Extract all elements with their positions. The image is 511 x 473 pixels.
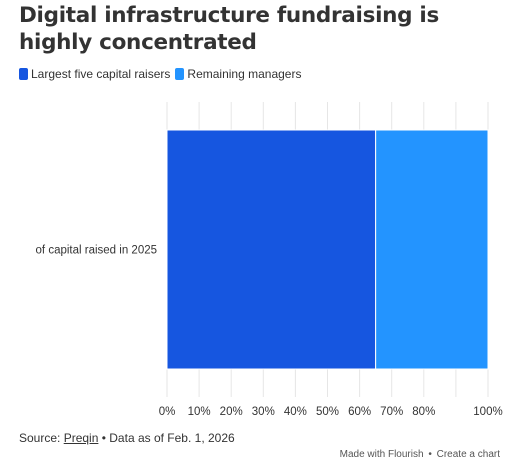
x-tick-label: 80% xyxy=(412,406,435,418)
legend-item-largest-five[interactable]: Largest five capital raisers xyxy=(19,67,170,81)
legend-swatch-largest-five xyxy=(19,68,28,80)
legend-swatch-remaining xyxy=(175,68,185,80)
x-tick-label: 70% xyxy=(380,406,403,418)
create-chart-link[interactable]: Create a chart xyxy=(436,449,500,460)
bar-chart: 0% 10% 20% 30% 40% 50% 60% 70% 80% 100% of capital… xyxy=(36,102,503,418)
legend-label-largest-five: Largest five capital raisers xyxy=(31,67,171,81)
x-tick-label: 50% xyxy=(316,406,339,418)
source-link[interactable]: Preqin xyxy=(63,431,99,445)
source-suffix: • Data as of Feb. 1, 2026 xyxy=(101,431,235,445)
category-label: of capital raised in 2025 xyxy=(36,245,157,257)
made-with-flourish-link[interactable]: Made with Flourish xyxy=(339,449,424,460)
credit-separator: • xyxy=(428,449,432,460)
x-tick-label: 20% xyxy=(220,406,243,418)
legend-item-remaining[interactable]: Remaining managers xyxy=(175,67,301,81)
legend-label-remaining: Remaining managers xyxy=(187,67,302,81)
bar-segment-largest-five xyxy=(166,129,377,370)
x-tick-label: 30% xyxy=(252,406,275,418)
bar-segment-remaining xyxy=(375,129,489,370)
source-prefix: Source: xyxy=(19,431,61,445)
flourish-credit: Made with Flourish • Create a chart xyxy=(339,449,501,460)
chart-title: Digital infrastructure fundraising is hi… xyxy=(19,3,439,55)
x-tick-label: 60% xyxy=(348,406,371,418)
source-line: Source: Preqin • Data as of Feb. 1, 2026 xyxy=(19,431,235,445)
legend: Largest five capital raisers Remaining m… xyxy=(19,67,306,81)
x-tick-label: 0% xyxy=(159,406,176,418)
x-tick-label: 10% xyxy=(188,406,211,418)
x-tick-label: 100% xyxy=(473,406,502,418)
x-tick-label: 40% xyxy=(284,406,307,418)
